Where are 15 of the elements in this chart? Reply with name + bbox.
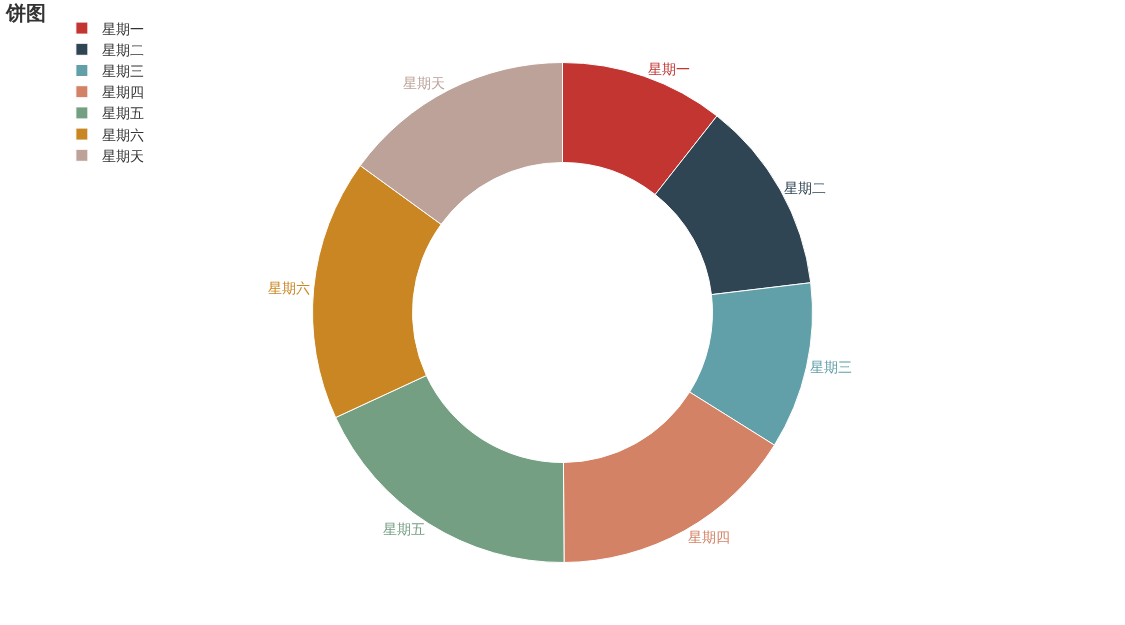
slice-label: 星期三	[810, 359, 853, 376]
legend-label: 星期天	[101, 147, 144, 164]
legend-label: 星期六	[101, 126, 144, 143]
slice-label: 星期天	[403, 75, 445, 92]
slice-label: 星期五	[382, 521, 425, 538]
legend-label: 星期五	[101, 105, 144, 122]
slice-label: 星期六	[267, 280, 310, 297]
slice-label: 星期二	[784, 180, 827, 197]
slice-label: 星期四	[688, 528, 731, 545]
slice-label: 星期一	[648, 61, 691, 78]
chart-title: 饼图	[4, 1, 46, 26]
legend-label: 星期一	[101, 20, 144, 37]
legend-label: 星期三	[101, 62, 144, 79]
legend-label: 星期二	[101, 41, 144, 58]
legend-label: 星期四	[101, 84, 144, 101]
